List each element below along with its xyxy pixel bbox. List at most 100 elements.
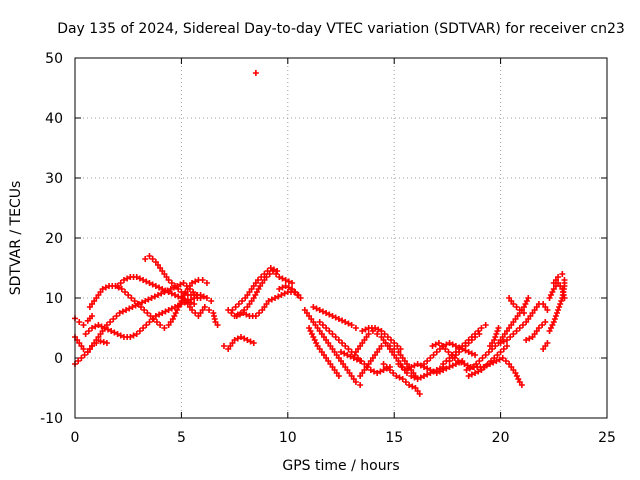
data-point [114, 283, 121, 289]
data-point [476, 358, 483, 364]
data-point-interp [430, 368, 437, 375]
y-tick-label: 40 [45, 111, 63, 127]
data-point [482, 322, 489, 328]
data-point-interp [510, 367, 517, 373]
data-point [80, 322, 87, 328]
data-point [446, 358, 453, 364]
data-point [323, 310, 330, 316]
x-tick-label: 5 [177, 430, 186, 446]
data-point [348, 322, 355, 328]
data-point [380, 361, 387, 367]
data-point [338, 349, 344, 355]
data-point-interp [445, 349, 452, 355]
data-point-interp [211, 316, 218, 322]
data-point [414, 361, 421, 367]
data-point-interp [333, 352, 340, 358]
data-point-interp [136, 275, 143, 282]
data-point-interp [319, 308, 326, 315]
data-point-interp [149, 281, 156, 288]
data-point-interp [109, 283, 116, 289]
data-point-interp [130, 332, 137, 339]
data-point [503, 337, 510, 343]
data-point [274, 268, 281, 274]
data-point-interp [479, 355, 486, 361]
data-point [282, 283, 289, 289]
data-point [108, 328, 115, 334]
data-point-interp [500, 338, 507, 345]
data-point-interp [102, 284, 109, 291]
data-point-interp [468, 371, 475, 378]
data-point [140, 277, 147, 283]
data-point-interp [533, 328, 540, 334]
data-point-interp [75, 358, 82, 364]
data-point [559, 271, 566, 277]
data-point-interp [539, 322, 546, 328]
data-point-interp [456, 349, 463, 355]
data-point-interp [158, 290, 165, 297]
data-point-interp [117, 280, 124, 286]
data-point [261, 271, 268, 277]
data-point [191, 301, 198, 307]
data-point [344, 352, 351, 358]
axis-ticks: 0 5 10 15 20 25 -10 0 10 20 30 40 50 [40, 51, 616, 446]
data-point-interp [561, 280, 568, 286]
data-point-interp [338, 358, 344, 364]
data-point-interp [119, 308, 126, 315]
data-point [378, 328, 385, 334]
data-point [352, 325, 359, 331]
data-point-interp [100, 339, 107, 346]
data-point [206, 307, 213, 313]
data-point-interp [377, 368, 384, 375]
data-point-interp [329, 346, 336, 352]
data-point [461, 361, 468, 367]
data-point-interp [126, 305, 133, 312]
data-point-interp [549, 289, 556, 295]
data-point [142, 256, 149, 262]
data-point-interp [405, 365, 412, 372]
data-point-interp [86, 315, 93, 322]
data-point [420, 373, 427, 379]
data-point-interp [192, 278, 199, 285]
data-point-interp [247, 338, 254, 345]
data-point-interp [401, 358, 408, 364]
data-point [125, 292, 132, 298]
data-point-interp [409, 383, 416, 390]
data-point [374, 370, 381, 376]
data-point-interp [95, 334, 102, 340]
data-point-interp [163, 274, 170, 280]
data-point-interp [351, 352, 358, 358]
data-point [482, 352, 489, 358]
data-point-interp [104, 326, 111, 333]
data-point-interp [556, 304, 563, 310]
data-point-interp [353, 356, 360, 363]
data-point-interp [264, 268, 271, 274]
data-point-interp [279, 275, 286, 282]
data-point [382, 340, 389, 346]
data-point [384, 334, 391, 340]
data-point-interp [332, 334, 339, 340]
data-point-interp [375, 326, 382, 333]
data-point-interp [527, 313, 534, 319]
data-point-interp [256, 310, 263, 316]
data-point [154, 292, 161, 298]
data-point-interp [468, 337, 475, 343]
data-point [452, 343, 459, 349]
data-point-interp [124, 334, 131, 340]
data-point-interp [533, 304, 540, 310]
data-point [276, 274, 283, 280]
data-point [433, 367, 440, 373]
data-point-interp [313, 305, 320, 312]
data-point-interp [367, 358, 374, 364]
data-point-interp [560, 286, 567, 292]
data-point-interp [248, 298, 255, 304]
data-point-interp [228, 310, 235, 316]
data-point [240, 310, 247, 316]
data-point [123, 307, 130, 313]
data-point-interp [502, 358, 509, 364]
data-point [101, 325, 108, 331]
data-point-interp [439, 343, 446, 349]
data-point [342, 319, 349, 325]
data-point-interp [329, 364, 336, 370]
data-point-interp [308, 316, 315, 322]
data-point-interp [481, 364, 488, 370]
